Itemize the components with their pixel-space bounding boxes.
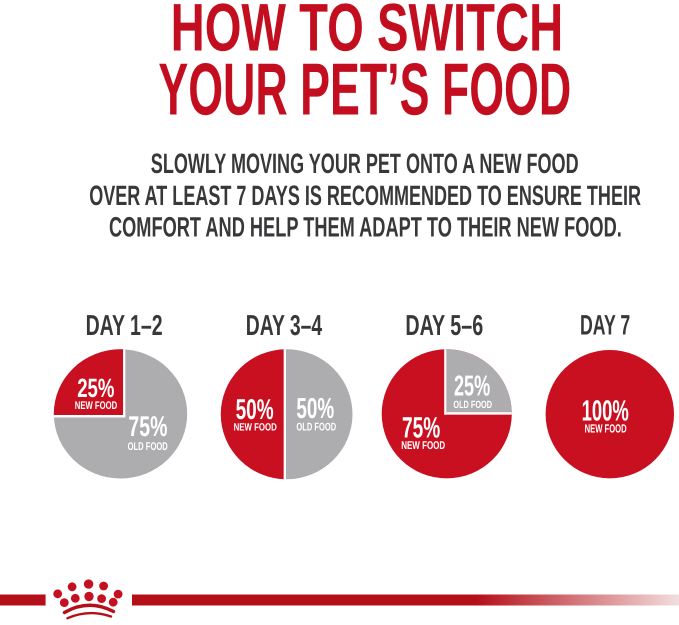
svg-text:NEW FOOD: NEW FOOD xyxy=(401,440,445,452)
svg-text:25%: 25% xyxy=(454,371,490,403)
svg-text:NEW FOOD: NEW FOOD xyxy=(75,400,117,412)
svg-text:HOW TO SWITCH: HOW TO SWITCH xyxy=(171,0,564,66)
svg-text:SLOWLY MOVING YOUR PET ONTO A: SLOWLY MOVING YOUR PET ONTO A NEW FOOD xyxy=(151,148,579,179)
svg-text:OLD FOOD: OLD FOOD xyxy=(296,422,336,434)
svg-text:OLD FOOD: OLD FOOD xyxy=(453,400,492,411)
svg-text:OLD FOOD: OLD FOOD xyxy=(128,441,168,453)
svg-text:100%: 100% xyxy=(582,396,629,428)
svg-text:NEW FOOD: NEW FOOD xyxy=(234,422,277,434)
svg-text:50%: 50% xyxy=(296,393,334,425)
svg-text:DAY 7: DAY 7 xyxy=(580,308,630,340)
svg-text:DAY 3–4: DAY 3–4 xyxy=(246,310,322,342)
svg-text:25%: 25% xyxy=(77,373,114,403)
svg-text:DAY 1–2: DAY 1–2 xyxy=(86,310,163,342)
svg-text:DAY 5–6: DAY 5–6 xyxy=(405,310,483,342)
svg-text:75%: 75% xyxy=(128,411,167,443)
svg-text:75%: 75% xyxy=(402,412,440,445)
svg-text:COMFORT AND HELP THEM ADAPT TO: COMFORT AND HELP THEM ADAPT TO THEIR NEW… xyxy=(109,212,622,243)
svg-text:YOUR PET’S FOOD: YOUR PET’S FOOD xyxy=(158,47,571,130)
svg-text:50%: 50% xyxy=(236,394,274,426)
svg-text:OVER AT LEAST 7 DAYS IS RECOMM: OVER AT LEAST 7 DAYS IS RECOMMENDED TO E… xyxy=(89,180,641,211)
svg-text:NEW FOOD: NEW FOOD xyxy=(585,423,627,436)
